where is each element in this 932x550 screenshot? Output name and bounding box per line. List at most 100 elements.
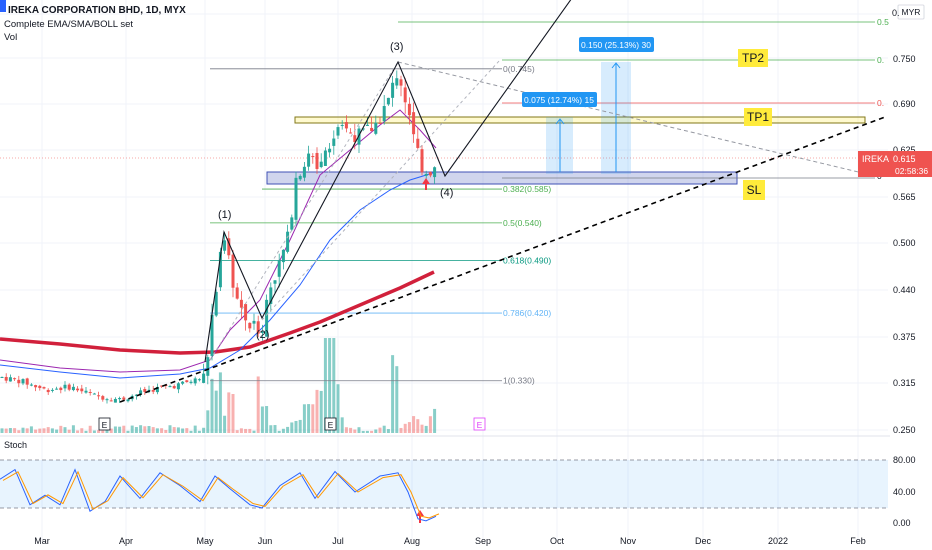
volume-label[interactable]: Vol bbox=[4, 32, 17, 43]
candle-body bbox=[374, 122, 378, 134]
candle-body bbox=[319, 161, 323, 168]
volume-bar bbox=[4, 428, 8, 433]
currency-box[interactable] bbox=[897, 4, 925, 20]
volume-bar bbox=[202, 427, 206, 433]
candle-body bbox=[248, 322, 252, 329]
price-tick-partial: 0. bbox=[892, 8, 900, 18]
volume-bar bbox=[386, 429, 390, 433]
sma-line bbox=[0, 171, 437, 379]
candle-body bbox=[80, 388, 84, 392]
time-tick: Apr bbox=[119, 536, 133, 546]
volume-bar bbox=[227, 392, 231, 433]
elliott-wave-path[interactable] bbox=[204, 0, 572, 363]
volume-bar bbox=[336, 384, 340, 433]
volume-bar bbox=[294, 420, 298, 433]
candle-body bbox=[101, 396, 105, 400]
candle-body bbox=[71, 386, 75, 391]
candle-body bbox=[92, 393, 96, 395]
time-axis[interactable]: Mar Apr May Jun Jul Aug Sep Oct Nov Dec 2022 Feb bbox=[34, 536, 866, 546]
range-badges: 0.075 (12.74%) 15 0.150 (25.13%) 30 bbox=[522, 37, 654, 107]
tp2-label-bg bbox=[738, 49, 768, 67]
earnings-marker[interactable] bbox=[324, 417, 337, 431]
resistance-trendline[interactable] bbox=[397, 61, 876, 177]
candle-body bbox=[307, 153, 311, 167]
volume-bar bbox=[269, 425, 273, 433]
volume-bar bbox=[260, 406, 264, 433]
candle-body bbox=[382, 106, 386, 122]
candle-body bbox=[176, 383, 180, 390]
candle-body bbox=[361, 128, 365, 130]
candle-body bbox=[122, 397, 126, 400]
candle-body bbox=[181, 381, 185, 384]
price-tick: 0.315 bbox=[893, 378, 916, 388]
symbol-color-marker bbox=[0, 0, 6, 12]
wave-1-label: (1) bbox=[218, 209, 231, 221]
fib-retracement[interactable]: 0(0.745) 0.382(0.585) 0.5(0.540) 0.618(0.49… bbox=[0, 17, 889, 386]
time-tick: 2022 bbox=[768, 536, 788, 546]
price-axis[interactable]: MYR 0. 0.750 0.690 0.625 0.565 0.500 0.4… bbox=[892, 4, 925, 435]
price-tick: 0.250 bbox=[893, 425, 916, 435]
volume-bar bbox=[420, 424, 424, 433]
fib-level-label: 0.618(0.490) bbox=[503, 255, 551, 265]
candle-body bbox=[391, 82, 395, 98]
volume-bar bbox=[239, 428, 243, 433]
wave-4-label: (4) bbox=[440, 187, 453, 199]
tp1-zone[interactable] bbox=[294, 116, 866, 124]
time-tick: Aug bbox=[404, 536, 420, 546]
volume-bar bbox=[172, 427, 176, 433]
wave-labels: (1) (2) (3) (4) bbox=[218, 41, 453, 341]
candle-body bbox=[84, 390, 88, 393]
candle-body bbox=[189, 381, 193, 383]
support-trendline[interactable] bbox=[119, 116, 886, 403]
time-tick: May bbox=[196, 536, 214, 546]
ema-short-line bbox=[0, 109, 437, 373]
candle-body bbox=[416, 138, 420, 148]
chart-grid bbox=[0, 0, 888, 540]
volume-bar bbox=[281, 428, 285, 433]
volume-bar bbox=[399, 427, 403, 433]
fib-level-label: 0.786(0.420) bbox=[503, 308, 551, 318]
candle-body bbox=[323, 150, 327, 166]
trendlines[interactable] bbox=[119, 0, 886, 403]
candle-body bbox=[88, 391, 92, 393]
tp2-range-text: 0.150 (25.13%) 30 bbox=[581, 40, 651, 50]
earnings-marker[interactable] bbox=[98, 417, 111, 431]
volume-bar bbox=[374, 429, 378, 433]
earnings-marker-label: E bbox=[477, 420, 483, 430]
volume-bar bbox=[382, 425, 386, 433]
earnings-marker-label: E bbox=[328, 420, 334, 430]
volume-bar bbox=[164, 429, 168, 433]
stoch-label[interactable]: Stoch bbox=[4, 440, 27, 450]
candle-body bbox=[63, 384, 67, 389]
candle-body bbox=[344, 122, 348, 129]
candle-body bbox=[46, 389, 50, 393]
indicator-label[interactable]: Complete EMA/SMA/BOLL set bbox=[4, 19, 133, 30]
candle-body bbox=[76, 388, 80, 391]
volume-bar bbox=[17, 430, 21, 433]
candle-body bbox=[193, 378, 197, 384]
volume-bar bbox=[0, 428, 4, 433]
candle-body bbox=[214, 291, 218, 316]
candle-body bbox=[235, 287, 239, 299]
candle-body bbox=[365, 124, 369, 126]
volume-bar bbox=[160, 428, 164, 433]
candle-body bbox=[34, 385, 38, 388]
candle-body bbox=[302, 166, 306, 178]
volume-bar bbox=[109, 428, 113, 433]
volume-bar bbox=[139, 425, 143, 433]
candle-body bbox=[155, 386, 159, 393]
candle-body bbox=[370, 127, 374, 132]
candle-body bbox=[256, 321, 260, 334]
price-tick: 0.440 bbox=[893, 285, 916, 295]
last-price-bg bbox=[858, 151, 932, 177]
volume-bar bbox=[344, 427, 348, 433]
candle-body bbox=[290, 217, 294, 230]
candle-body bbox=[202, 373, 206, 383]
earnings-marker-upcoming[interactable] bbox=[473, 417, 486, 431]
stochastic-pane[interactable]: Stoch 80.00 40.00 0.00 bbox=[0, 440, 916, 528]
earnings-markers[interactable]: E E E bbox=[98, 417, 486, 431]
candle-body bbox=[399, 79, 403, 86]
candle-body bbox=[386, 97, 390, 105]
volume-bar bbox=[34, 429, 38, 433]
